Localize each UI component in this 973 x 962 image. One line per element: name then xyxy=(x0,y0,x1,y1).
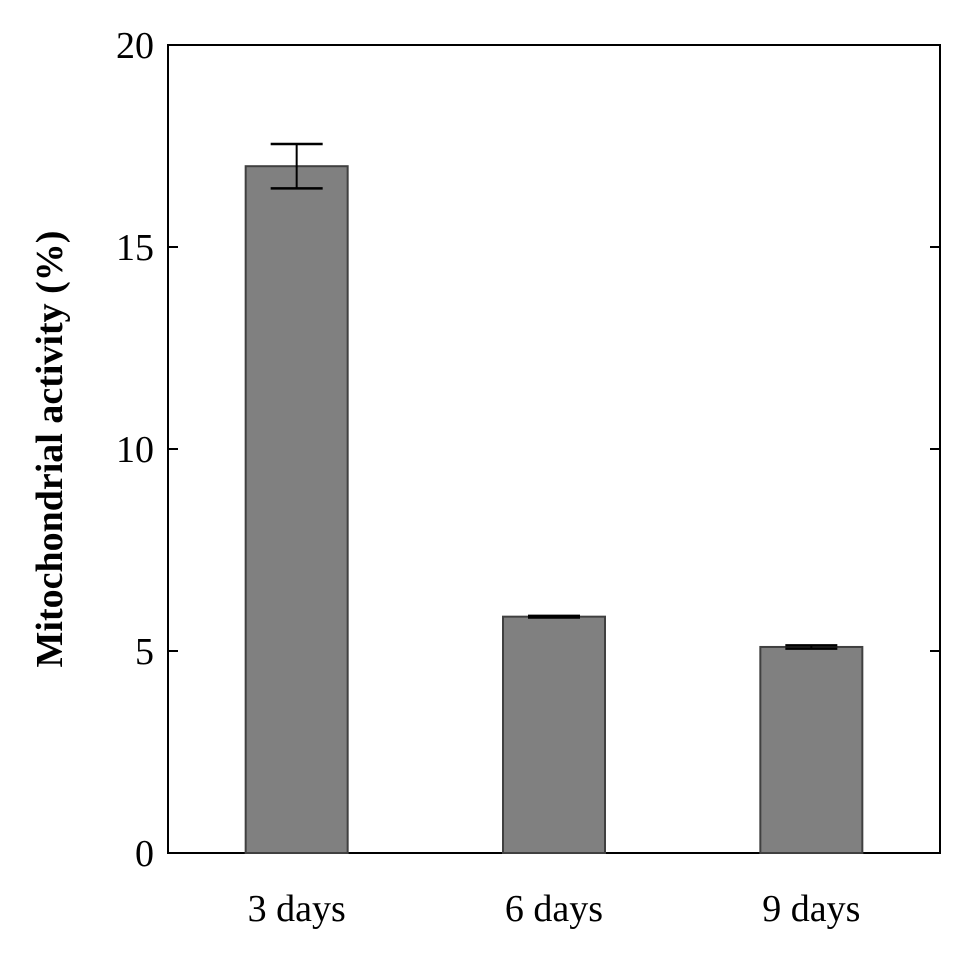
y-axis-ticks: 0 5 10 15 20 xyxy=(116,25,940,875)
y-tick-label: 0 xyxy=(135,833,154,875)
y-axis-title: Mitochondrial activity (%) xyxy=(29,231,71,668)
y-tick-label: 20 xyxy=(116,25,154,67)
error-bars xyxy=(270,142,838,650)
x-tick-label: 9 days xyxy=(762,888,860,930)
bar-3-days xyxy=(244,165,349,854)
y-tick-label: 10 xyxy=(116,429,154,471)
bar-9-days xyxy=(759,645,864,855)
x-tick-label: 3 days xyxy=(248,888,346,930)
bar-6-days xyxy=(502,615,606,854)
bars xyxy=(244,165,864,855)
x-axis-labels: 3 days 6 days 9 days xyxy=(248,888,861,930)
y-tick-label: 5 xyxy=(135,631,154,673)
y-tick-label: 15 xyxy=(116,227,154,269)
x-tick-label: 6 days xyxy=(505,888,603,930)
